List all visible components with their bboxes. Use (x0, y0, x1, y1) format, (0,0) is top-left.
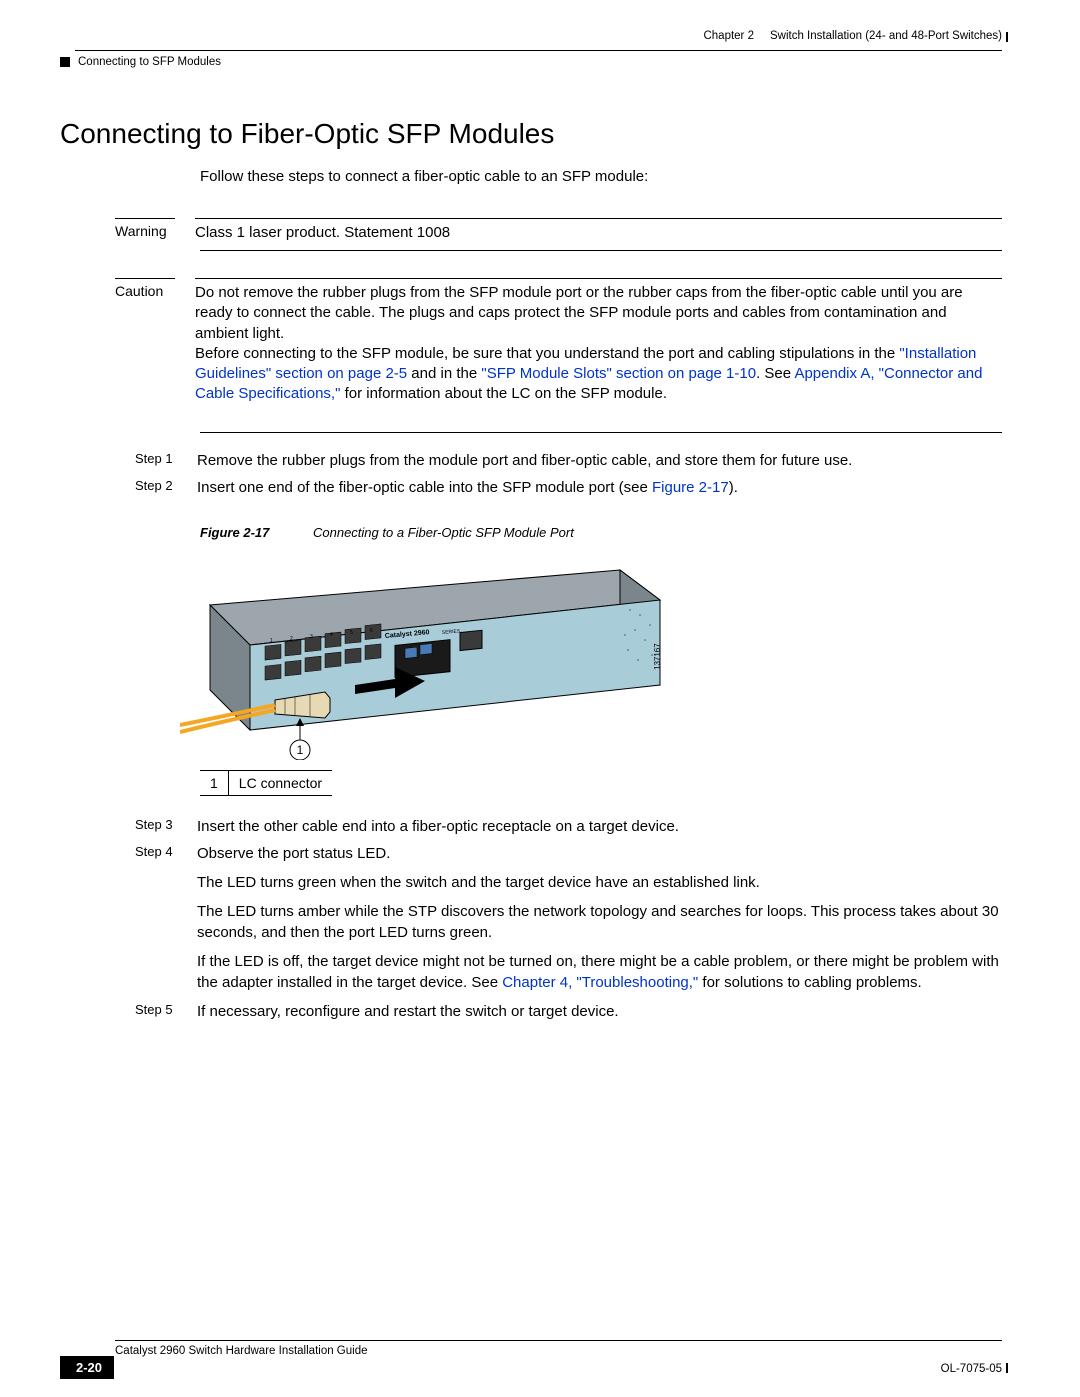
warning-body: Class 1 laser product. Statement 1008 (195, 218, 1002, 243)
caution-label: Caution (115, 278, 175, 299)
footer-tick (1006, 1363, 1008, 1373)
warning-block: Warning Class 1 laser product. Statement… (115, 218, 1002, 243)
step-5: Step 5 If necessary, reconfigure and res… (135, 1001, 1002, 1022)
figure-ref: Figure 2-17 (200, 525, 269, 540)
step-2: Step 2 Insert one end of the fiber-optic… (135, 477, 1002, 498)
caution-p2d: for information about the LC on the SFP … (340, 385, 667, 402)
svg-text:1: 1 (270, 638, 273, 644)
step-4-p4: If the LED is off, the target device mig… (197, 951, 1002, 993)
svg-text:2: 2 (290, 636, 293, 642)
callout-text: LC connector (228, 771, 332, 796)
doc-number: OL-7075-05 (941, 1363, 1002, 1375)
callout-table: 1 LC connector (200, 770, 332, 796)
section-marker (60, 57, 70, 67)
section-name: Connecting to SFP Modules (78, 56, 221, 68)
caution-p2a: Before connecting to the SFP module, be … (195, 345, 899, 362)
step-4-p1: Observe the port status LED. (197, 843, 1002, 864)
step-4: Step 4 Observe the port status LED. The … (135, 843, 1002, 993)
header-right: Chapter 2 Switch Installation (24- and 4… (703, 30, 1002, 42)
svg-text:5: 5 (350, 630, 353, 636)
figure-id: 137167 (653, 643, 662, 670)
caution-p2b: and in the (407, 365, 481, 382)
step-3: Step 3 Insert the other cable end into a… (135, 816, 1002, 837)
step-2-text: Insert one end of the fiber-optic cable … (197, 477, 1002, 498)
document-page: Chapter 2 Switch Installation (24- and 4… (0, 0, 1080, 1397)
callout-num: 1 (200, 771, 228, 796)
section-row: Connecting to SFP Modules (60, 56, 221, 68)
caution-end-rule (200, 432, 1002, 433)
caution-p1: Do not remove the rubber plugs from the … (195, 284, 963, 342)
figure-caption: Figure 2-17 Connecting to a Fiber-Optic … (200, 525, 574, 540)
page-number: 2-20 (60, 1356, 114, 1379)
warning-label: Warning (115, 218, 175, 239)
intro-text: Follow these steps to connect a fiber-op… (200, 168, 1002, 185)
step-4-label: Step 4 (135, 843, 177, 993)
steps-block-1: Step 1 Remove the rubber plugs from the … (135, 450, 1002, 504)
header-tick (1006, 32, 1008, 42)
figure-diagram: Catalyst 2960 SERIES 123 456 1 137167 (180, 560, 680, 760)
warning-end-rule (200, 250, 1002, 251)
step-1: Step 1 Remove the rubber plugs from the … (135, 450, 1002, 471)
svg-text:3: 3 (310, 634, 313, 640)
svg-text:4: 4 (330, 632, 333, 638)
caution-body: Do not remove the rubber plugs from the … (195, 278, 1002, 405)
step-4-p2: The LED turns green when the switch and … (197, 872, 1002, 893)
step-1-label: Step 1 (135, 450, 177, 471)
footer-guide: Catalyst 2960 Switch Hardware Installati… (115, 1345, 368, 1357)
chapter-title: Switch Installation (24- and 48-Port Swi… (770, 30, 1002, 42)
step-5-text: If necessary, reconfigure and restart th… (197, 1001, 1002, 1022)
figure-caption-text: Connecting to a Fiber-Optic SFP Module P… (313, 525, 574, 540)
header-rule (75, 50, 1002, 51)
step-4-p3: The LED turns amber while the STP discov… (197, 901, 1002, 943)
caution-p2c: . See (756, 365, 794, 382)
callout-1-pointer: 1 (297, 743, 304, 757)
link-troubleshooting[interactable]: Chapter 4, "Troubleshooting," (502, 974, 698, 991)
chapter-number: Chapter 2 (703, 30, 754, 42)
step-3-text: Insert the other cable end into a fiber-… (197, 816, 1002, 837)
link-sfp-slots[interactable]: "SFP Module Slots" section on page 1-10 (481, 365, 756, 382)
step-5-label: Step 5 (135, 1001, 177, 1022)
caution-block: Caution Do not remove the rubber plugs f… (115, 278, 1002, 405)
footer-rule (115, 1340, 1002, 1341)
page-title: Connecting to Fiber-Optic SFP Modules (60, 118, 554, 150)
page-header: Chapter 2 Switch Installation (24- and 4… (60, 30, 1002, 42)
steps-block-2: Step 3 Insert the other cable end into a… (135, 816, 1002, 1028)
step-2-label: Step 2 (135, 477, 177, 498)
link-figure-2-17[interactable]: Figure 2-17 (652, 479, 729, 496)
step-4-body: Observe the port status LED. The LED tur… (197, 843, 1002, 993)
step-1-text: Remove the rubber plugs from the module … (197, 450, 1002, 471)
svg-text:6: 6 (370, 628, 373, 634)
step-3-label: Step 3 (135, 816, 177, 837)
